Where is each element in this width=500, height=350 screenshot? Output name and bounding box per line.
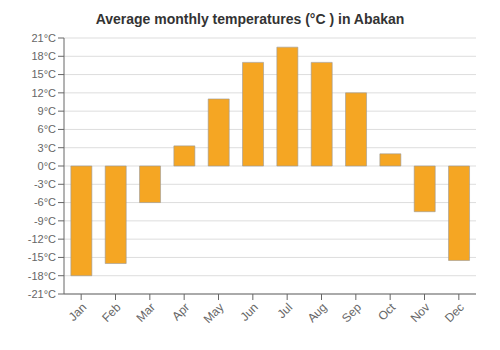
- svg-text:-15°C: -15°C: [28, 251, 56, 263]
- svg-text:21°C: 21°C: [31, 32, 56, 44]
- svg-text:6°C: 6°C: [38, 123, 57, 135]
- svg-text:Mar: Mar: [133, 300, 158, 325]
- svg-text:Dec: Dec: [442, 300, 467, 325]
- svg-text:Apr: Apr: [169, 300, 192, 323]
- svg-text:Sep: Sep: [339, 300, 364, 325]
- svg-text:0°C: 0°C: [38, 160, 57, 172]
- svg-text:3°C: 3°C: [38, 142, 57, 154]
- svg-text:-3°C: -3°C: [34, 178, 56, 190]
- svg-text:-18°C: -18°C: [28, 270, 56, 282]
- svg-text:Oct: Oct: [375, 300, 399, 324]
- svg-text:-21°C: -21°C: [28, 288, 56, 300]
- html-text:Average monthly temperatures (: Average monthly temperatures (°C ) in Ab…: [95, 11, 405, 27]
- svg-text:15°C: 15°C: [31, 68, 56, 80]
- svg-text:Aug: Aug: [305, 300, 330, 325]
- svg-text:-9°C: -9°C: [34, 215, 56, 227]
- svg-text:-12°C: -12°C: [28, 233, 56, 245]
- svg-text:Feb: Feb: [99, 300, 124, 325]
- svg-text:Jan: Jan: [66, 300, 90, 324]
- svg-text:12°C: 12°C: [31, 87, 56, 99]
- svg-text:9°C: 9°C: [38, 105, 57, 117]
- svg-text:Jun: Jun: [237, 300, 261, 324]
- svg-text:Nov: Nov: [408, 300, 433, 325]
- svg-text:-6°C: -6°C: [34, 196, 56, 208]
- svg-text:Jul: Jul: [275, 300, 296, 321]
- svg-text:May: May: [201, 300, 227, 326]
- svg-text:18°C: 18°C: [31, 50, 56, 62]
